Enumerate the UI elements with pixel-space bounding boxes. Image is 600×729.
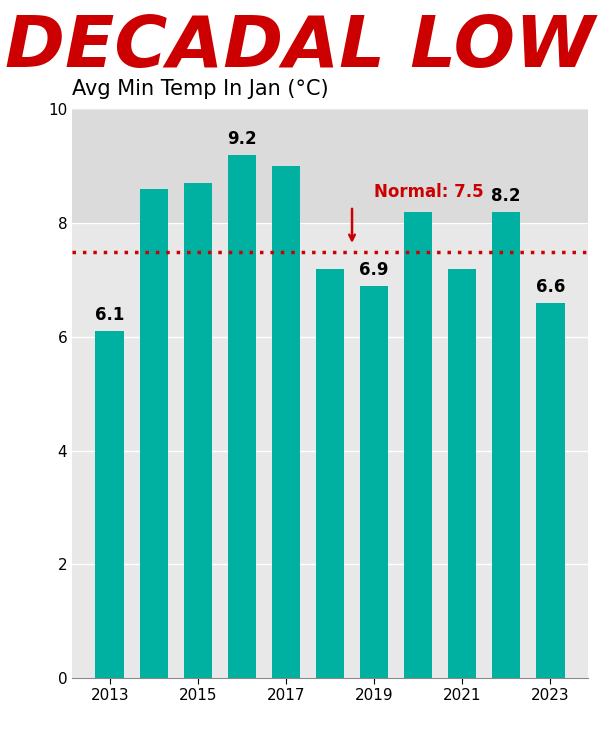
Text: DECADAL LOW: DECADAL LOW	[5, 13, 595, 82]
Bar	[360, 286, 388, 678]
Bar	[272, 166, 300, 678]
Bar	[536, 303, 565, 678]
Text: Avg Min Temp In Jan (°C): Avg Min Temp In Jan (°C)	[72, 79, 329, 99]
Text: 9.2: 9.2	[227, 130, 257, 148]
Text: 6.1: 6.1	[95, 306, 124, 324]
Bar	[72, 109, 588, 223]
Bar	[316, 268, 344, 678]
Bar	[227, 155, 256, 678]
Bar	[448, 268, 476, 678]
Bar	[140, 189, 168, 678]
Bar	[492, 211, 520, 678]
Text: Normal: 7.5: Normal: 7.5	[374, 183, 484, 200]
Bar	[95, 331, 124, 678]
Bar	[404, 211, 433, 678]
Text: 6.6: 6.6	[536, 278, 565, 296]
Bar	[184, 183, 212, 678]
Text: 6.9: 6.9	[359, 261, 389, 278]
Text: 8.2: 8.2	[491, 187, 521, 205]
